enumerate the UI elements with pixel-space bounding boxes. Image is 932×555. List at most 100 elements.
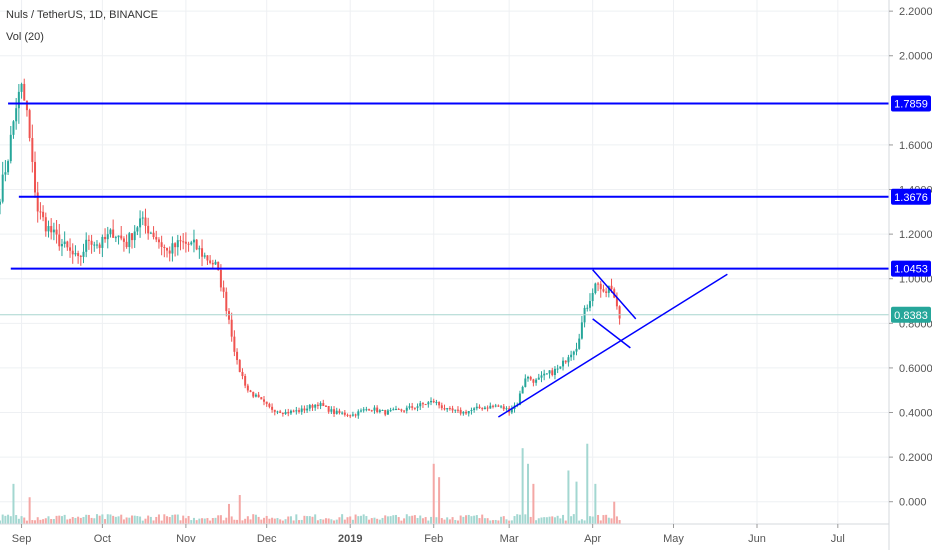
candle-body — [17, 91, 20, 109]
candle-body — [446, 408, 449, 410]
volume-bar — [567, 470, 570, 524]
volume-bar — [319, 519, 322, 524]
price-tick-label: 2.0000 — [899, 51, 932, 63]
volume-bar — [524, 514, 527, 524]
candle-body — [157, 239, 160, 243]
candle-body — [82, 251, 85, 257]
candle-body — [438, 402, 441, 406]
volume-bar — [198, 518, 201, 524]
volume-bar — [233, 519, 236, 524]
volume-bar — [206, 518, 209, 524]
candle-body — [50, 226, 53, 233]
volume-bar — [66, 519, 69, 524]
candle-body — [131, 233, 134, 241]
candle-body — [564, 360, 567, 363]
volume-bar — [117, 516, 120, 524]
candle-body — [230, 319, 233, 337]
candle-body — [381, 410, 384, 412]
volume-bar — [618, 520, 621, 524]
volume-bar — [25, 520, 28, 524]
volume-bar — [182, 515, 185, 524]
candle-body — [551, 370, 554, 376]
candle-body — [419, 403, 422, 407]
volume-bar — [365, 516, 368, 524]
volume-bar — [77, 516, 80, 524]
volume-bar — [225, 517, 228, 524]
volume-bar — [311, 516, 314, 524]
volume-bar — [338, 517, 341, 524]
volume-bar — [227, 503, 230, 524]
volume-bar — [174, 514, 177, 524]
candle-body — [279, 411, 282, 413]
volume-bar — [594, 483, 597, 524]
candle-body — [597, 283, 600, 285]
grid — [0, 0, 889, 524]
candle-body — [440, 405, 443, 409]
candle-body — [44, 217, 47, 232]
candle-body — [594, 283, 597, 294]
price-tick-label: 0.000 — [899, 497, 927, 509]
volume-bar — [599, 520, 602, 524]
candle-body — [271, 406, 274, 410]
volume-bar — [462, 516, 465, 524]
candle-body — [58, 234, 61, 247]
volume-bar — [443, 519, 446, 524]
candle-body — [346, 414, 349, 416]
volume-bar — [491, 520, 494, 524]
candle-body — [87, 239, 90, 241]
candle-body — [260, 397, 263, 400]
candle-body — [176, 240, 179, 248]
volume-bar — [497, 520, 500, 524]
volume-bar — [580, 519, 583, 524]
candle-body — [214, 261, 217, 265]
volume-bar — [85, 514, 88, 524]
candle-body — [12, 121, 15, 135]
volume-bar — [203, 518, 206, 524]
volume-bar — [508, 520, 511, 524]
candle-body — [106, 234, 109, 240]
candle-body — [268, 403, 271, 407]
volume-bar — [28, 497, 31, 524]
candle-body — [467, 411, 470, 414]
volume-bar — [58, 515, 61, 524]
candle-body — [219, 269, 222, 288]
candle-body — [144, 217, 147, 226]
chart-title: Nuls / TetherUS, 1D, BINANCE — [6, 9, 159, 21]
volume-bar — [607, 517, 610, 524]
candle-body — [47, 226, 50, 232]
trendline — [592, 269, 637, 320]
volume-bar — [516, 514, 519, 524]
volume-bar — [432, 463, 435, 524]
candle-body — [491, 405, 494, 407]
volume-bar — [1, 514, 4, 524]
candle-body — [408, 406, 411, 408]
volume-bar — [467, 514, 470, 524]
volume-bar — [63, 514, 66, 524]
time-tick-label: May — [663, 533, 684, 545]
candle-body — [60, 243, 63, 247]
volume-bar — [551, 516, 554, 524]
volume-bar — [448, 519, 451, 524]
level-badge-bg — [891, 188, 931, 205]
candle-body — [104, 236, 107, 240]
candle-body — [403, 410, 406, 412]
candle-body — [198, 248, 201, 250]
candle-body — [578, 338, 581, 349]
volume-bar — [300, 519, 303, 524]
volume-bar — [192, 517, 195, 524]
candle-body — [284, 411, 287, 415]
candle-body — [292, 410, 295, 412]
candle-body — [66, 241, 69, 248]
volume-bar — [147, 515, 150, 524]
candle-body — [4, 172, 7, 175]
candle-body — [36, 192, 39, 212]
candle-body — [424, 404, 427, 406]
volume-bar — [384, 515, 387, 524]
volume-bar — [454, 519, 457, 524]
price-tick-label: 1.0000 — [899, 274, 932, 286]
candle-body — [567, 357, 570, 363]
volume-bar — [343, 519, 346, 524]
price-candles — [0, 78, 621, 419]
volume-bar — [427, 520, 430, 524]
